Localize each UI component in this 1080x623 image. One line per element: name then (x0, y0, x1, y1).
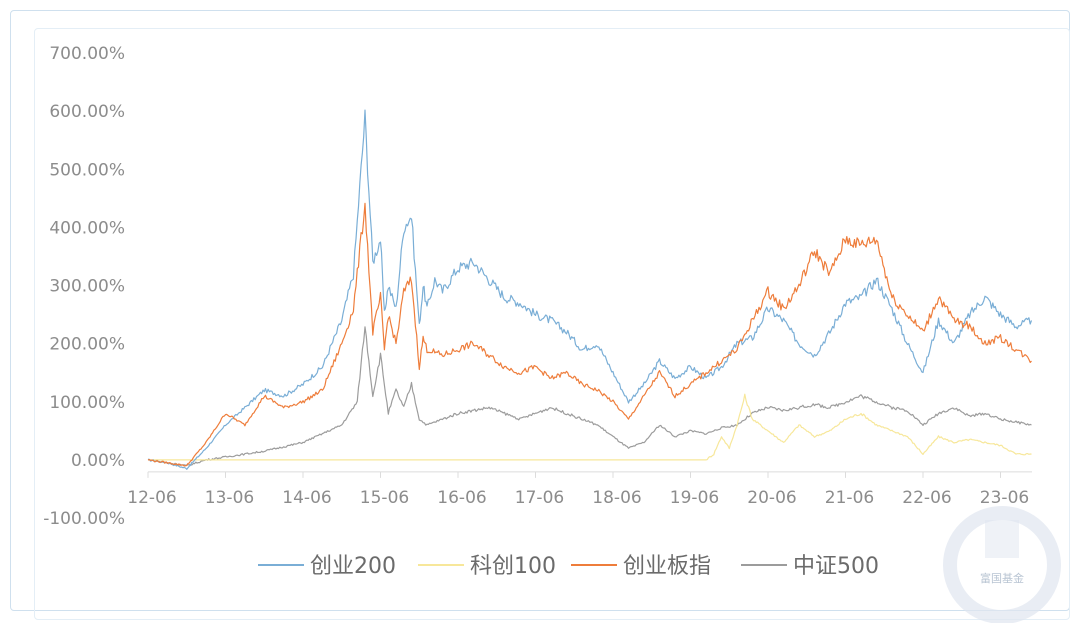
x-tick-label: 12-06 (127, 488, 176, 508)
series-line (147, 202, 1032, 467)
y-tick-label: -100.00% (43, 509, 125, 529)
x-tick-label: 13-06 (205, 488, 254, 508)
y-tick-label: 300.00% (49, 277, 125, 297)
x-tick-label: 18-06 (592, 488, 641, 508)
series-line (147, 326, 1032, 466)
x-tick-label: 14-06 (282, 488, 331, 508)
series-line (147, 109, 1033, 470)
legend-item: 中证500 (741, 554, 879, 579)
legend-label: 中证500 (793, 554, 879, 579)
x-tick-label: 21-06 (825, 488, 874, 508)
watermark-text: 富国基金 (980, 571, 1024, 585)
y-tick-label: 700.00% (49, 44, 125, 64)
x-tick-label: 19-06 (670, 488, 719, 508)
series-line (148, 393, 1032, 461)
legend-label: 创业200 (310, 554, 396, 579)
x-tick-label: 22-06 (902, 488, 951, 508)
legend-item: 创业板指 (571, 554, 711, 579)
y-tick-label: 600.00% (49, 102, 125, 122)
chart-card-inner (34, 28, 1070, 620)
x-tick-label: 23-06 (980, 488, 1029, 508)
watermark-logo: 富国基金 (943, 506, 1061, 623)
chart-card (10, 10, 1070, 620)
x-tick-label: 16-06 (437, 488, 486, 508)
y-tick-label: 100.00% (49, 393, 125, 413)
legend-item: 创业200 (258, 554, 396, 579)
x-tick-label: 15-06 (360, 488, 409, 508)
y-tick-label: 400.00% (49, 218, 125, 238)
y-tick-label: 500.00% (49, 160, 125, 180)
legend-item: 科创100 (418, 554, 556, 579)
x-tick-label: 20-06 (747, 488, 796, 508)
watermark-ring (943, 506, 1061, 623)
x-tick-label: 17-06 (515, 488, 564, 508)
y-tick-label: 200.00% (49, 335, 125, 355)
legend-label: 创业板指 (623, 554, 711, 579)
watermark-block (985, 520, 1019, 558)
y-tick-label: 0.00% (71, 451, 125, 471)
legend-label: 科创100 (470, 554, 556, 579)
